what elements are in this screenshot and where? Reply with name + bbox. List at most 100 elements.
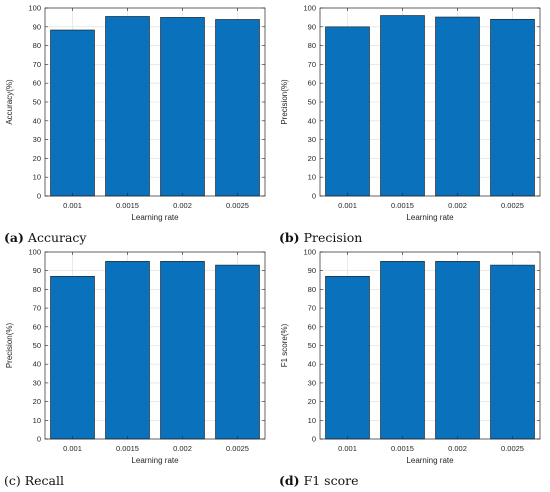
y-tick-label: 40 (33, 360, 41, 369)
y-tick-label: 90 (33, 266, 41, 275)
x-tick-label: 0.001 (338, 201, 357, 210)
y-tick-label: 20 (308, 154, 316, 163)
y-axis-label: F1 score(%) (280, 323, 289, 367)
y-tick-label: 100 (303, 248, 316, 257)
bar (435, 16, 480, 197)
y-tick-label: 60 (33, 322, 41, 331)
caption-text: Recall (24, 473, 65, 488)
caption-text: Accuracy (27, 230, 87, 245)
y-axis-label: Precision(%) (280, 79, 289, 125)
y-tick-label: 50 (33, 98, 41, 107)
x-tick-label: 0.0025 (226, 444, 249, 453)
caption-f1-score: (d) F1 score (279, 473, 358, 488)
x-tick-label: 0.002 (173, 201, 192, 210)
y-tick-label: 40 (33, 116, 41, 125)
x-tick-label: 0.001 (63, 444, 82, 453)
chart-recall: 0 10 20 30 40 50 60 70 80 90 100 0.001 0.0015 0.002 0.… (5, 248, 266, 465)
x-axis-label: Learning rate (131, 213, 179, 222)
bar (325, 26, 370, 197)
x-tick-label: 0.0025 (501, 444, 524, 453)
y-tick-label: 90 (308, 266, 316, 275)
y-tick-label: 80 (33, 285, 41, 294)
y-tick-label: 30 (33, 135, 41, 144)
y-tick-label: 80 (33, 41, 41, 50)
caption-letter: (d) (279, 473, 300, 488)
chart-accuracy: 0 10 20 30 40 50 60 70 80 90 100 0.001 0.0015 0.002 0.… (5, 4, 266, 222)
y-tick-label: 50 (308, 341, 316, 350)
x-axis-label: Learning rate (406, 456, 454, 465)
caption-text: Precision (303, 230, 363, 245)
x-tick-label: 0.0015 (391, 201, 414, 210)
y-tick-label: 100 (28, 248, 41, 257)
y-tick-label: 0 (312, 192, 316, 201)
y-axis-label: Precision(%) (5, 322, 14, 368)
x-axis-label: Learning rate (406, 213, 454, 222)
bar (215, 264, 260, 440)
chart-f1-score: 0 10 20 30 40 50 60 70 80 90 100 0.001 0.0015 0.002 0.… (280, 248, 541, 465)
bar (435, 261, 480, 440)
chart-precision: 0 10 20 30 40 50 60 70 80 90 100 0.001 0.0015 0.002 0.… (280, 4, 541, 222)
bar (325, 276, 370, 440)
caption-letter: (a) (4, 230, 24, 245)
bar (215, 19, 260, 197)
x-tick-label: 0.002 (173, 444, 192, 453)
y-tick-label: 80 (308, 285, 316, 294)
y-tick-label: 20 (33, 397, 41, 406)
x-tick-label: 0.0015 (116, 201, 139, 210)
y-tick-label: 10 (308, 416, 316, 425)
y-tick-label: 100 (303, 4, 316, 13)
x-tick-label: 0.001 (338, 444, 357, 453)
y-tick-label: 0 (37, 435, 41, 444)
y-tick-label: 0 (37, 192, 41, 201)
bar (490, 264, 535, 440)
y-tick-label: 70 (308, 304, 316, 313)
x-tick-label: 0.001 (63, 201, 82, 210)
y-tick-label: 60 (308, 79, 316, 88)
x-tick-label: 0.002 (448, 444, 467, 453)
y-tick-label: 10 (308, 173, 316, 182)
y-tick-label: 90 (308, 22, 316, 31)
y-tick-label: 30 (308, 135, 316, 144)
x-tick-label: 0.002 (448, 201, 467, 210)
y-tick-label: 20 (33, 154, 41, 163)
y-tick-label: 80 (308, 41, 316, 50)
bar (160, 261, 205, 440)
y-tick-label: 70 (33, 304, 41, 313)
bar (490, 18, 535, 197)
caption-text: F1 score (303, 473, 359, 488)
bar (50, 276, 95, 440)
bar (380, 15, 425, 197)
x-tick-label: 0.0015 (391, 444, 414, 453)
bar (160, 17, 205, 197)
y-tick-label: 90 (33, 22, 41, 31)
bar (105, 16, 150, 197)
y-tick-label: 0 (312, 435, 316, 444)
y-tick-label: 20 (308, 397, 316, 406)
y-tick-label: 30 (33, 378, 41, 387)
caption-letter: (c) (4, 473, 21, 488)
y-tick-label: 50 (33, 341, 41, 350)
caption-precision: (b) Precision (279, 230, 362, 245)
x-tick-label: 0.0025 (226, 201, 249, 210)
y-axis-label: Accuracy(%) (5, 79, 14, 125)
y-tick-label: 60 (33, 79, 41, 88)
y-tick-label: 40 (308, 116, 316, 125)
y-tick-label: 10 (33, 173, 41, 182)
bar (50, 29, 95, 197)
bar (380, 261, 425, 440)
bar (105, 261, 150, 440)
y-tick-label: 10 (33, 416, 41, 425)
y-tick-label: 100 (28, 4, 41, 13)
caption-letter: (b) (279, 230, 300, 245)
y-tick-label: 30 (308, 378, 316, 387)
x-tick-label: 0.0025 (501, 201, 524, 210)
y-tick-label: 50 (308, 98, 316, 107)
y-tick-label: 40 (308, 360, 316, 369)
y-tick-label: 70 (308, 60, 316, 69)
caption-accuracy: (a) Accuracy (4, 230, 87, 245)
x-axis-label: Learning rate (131, 456, 179, 465)
y-tick-label: 70 (33, 60, 41, 69)
y-tick-label: 60 (308, 322, 316, 331)
x-tick-label: 0.0015 (116, 444, 139, 453)
caption-recall: (c) Recall (4, 473, 64, 488)
